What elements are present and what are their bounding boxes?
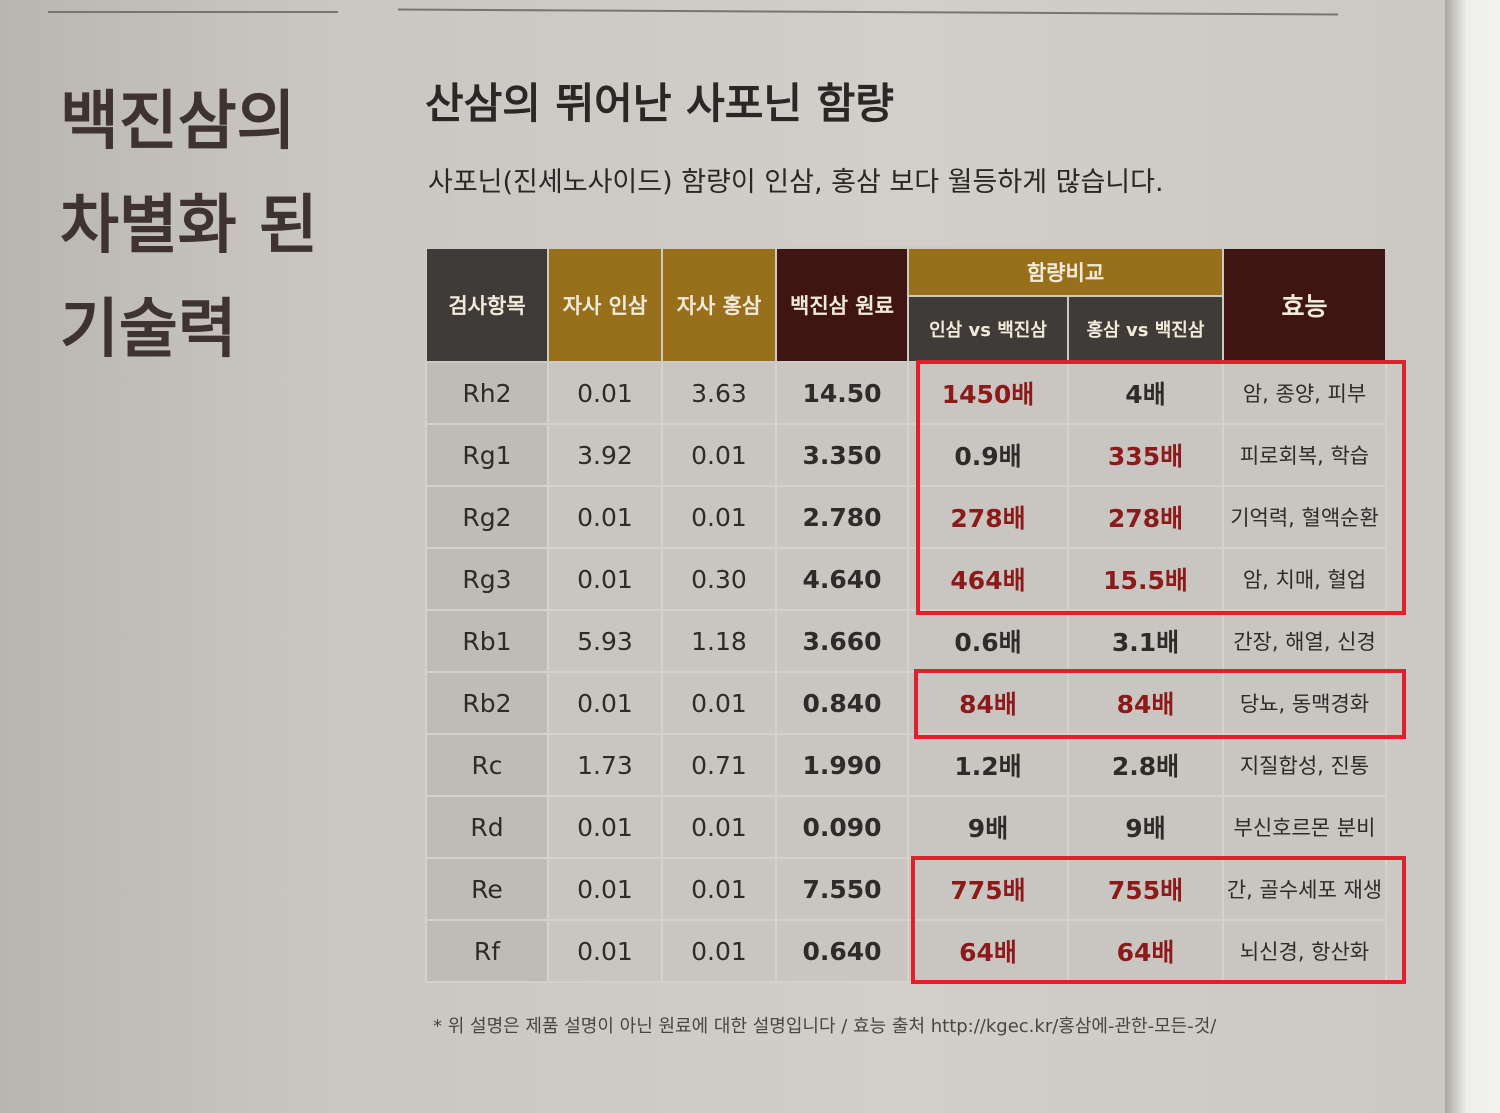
cell-baekjinsam: 0.090 (775, 795, 909, 859)
table-row: Rg2 0.01 0.01 2.780 278배 278배 기억력, 혈액순환 (425, 485, 1387, 549)
cell-ginseng: 5.93 (547, 609, 663, 673)
cell-compare-ginseng: 278배 (907, 485, 1069, 549)
footnote: * 위 설명은 제품 설명이 아닌 원료에 대한 설명입니다 / 효능 출처 h… (433, 1016, 1217, 1037)
cell-compare-red-ginseng: 335배 (1067, 423, 1224, 487)
cell-compare-ginseng: 84배 (907, 671, 1069, 735)
cell-ginseng: 0.01 (547, 671, 663, 735)
cell-ginseng: 0.01 (547, 547, 663, 611)
section-title: 백진삼의 차별화 된 기술력 (60, 70, 318, 382)
table-row: Rc 1.73 0.71 1.990 1.2배 2.8배 지질합성, 진통 (425, 733, 1387, 797)
header-baekjinsam: 백진삼 원료 (775, 247, 909, 363)
cell-effect: 간장, 해열, 신경 (1222, 609, 1387, 673)
cell-red-ginseng: 0.30 (661, 547, 777, 611)
cell-compare-ginseng: 9배 (907, 795, 1069, 859)
cell-item: Rf (425, 919, 549, 983)
page-subtitle: 사포닌(진세노사이드) 함량이 인삼, 홍삼 보다 월등하게 많습니다. (428, 167, 1164, 198)
header-compare-red-ginseng: 홍삼 vs 백진삼 (1067, 295, 1224, 363)
table-row: Rb1 5.93 1.18 3.660 0.6배 3.1배 간장, 해열, 신경 (425, 609, 1387, 673)
cell-item: Rg1 (425, 423, 549, 487)
table-row: Rd 0.01 0.01 0.090 9배 9배 부신호르몬 분비 (425, 795, 1387, 859)
cell-item: Rg2 (425, 485, 549, 549)
cell-red-ginseng: 1.18 (661, 609, 777, 673)
cell-ginseng: 0.01 (547, 485, 663, 549)
cell-compare-ginseng: 1450배 (907, 361, 1069, 425)
page-title: 산삼의 뛰어난 사포닌 함량 (425, 79, 894, 128)
cell-red-ginseng: 0.71 (661, 733, 777, 797)
divider (398, 8, 1338, 16)
highlight-box (914, 669, 1406, 739)
cell-red-ginseng: 0.01 (661, 671, 777, 735)
cell-compare-red-ginseng: 278배 (1067, 485, 1224, 549)
cell-red-ginseng: 0.01 (661, 485, 777, 549)
cell-compare-red-ginseng: 64배 (1067, 919, 1224, 983)
cell-red-ginseng: 0.01 (661, 919, 777, 983)
cell-baekjinsam: 1.990 (775, 733, 909, 797)
cell-compare-red-ginseng: 4배 (1067, 361, 1224, 425)
cell-item: Rg3 (425, 547, 549, 611)
cell-effect: 간, 골수세포 재생 (1222, 857, 1387, 921)
cell-compare-red-ginseng: 2.8배 (1067, 733, 1224, 797)
cell-compare-red-ginseng: 84배 (1067, 671, 1224, 735)
cell-ginseng: 0.01 (547, 919, 663, 983)
cell-item: Rc (425, 733, 549, 797)
cell-item: Rh2 (425, 361, 549, 425)
page-edge (1445, 0, 1500, 1113)
cell-effect: 피로회복, 학습 (1222, 423, 1387, 487)
cell-baekjinsam: 2.780 (775, 485, 909, 549)
cell-effect: 기억력, 혈액순환 (1222, 485, 1387, 549)
cell-red-ginseng: 0.01 (661, 795, 777, 859)
section-title-line: 기술력 (60, 293, 237, 367)
cell-ginseng: 0.01 (547, 857, 663, 921)
cell-red-ginseng: 0.01 (661, 857, 777, 921)
table-row: Rf 0.01 0.01 0.640 64배 64배 뇌신경, 항산화 (425, 919, 1387, 983)
cell-red-ginseng: 0.01 (661, 423, 777, 487)
cell-effect: 당뇨, 동맥경화 (1222, 671, 1387, 735)
cell-effect: 뇌신경, 항산화 (1222, 919, 1387, 983)
header-effect: 효능 (1222, 247, 1387, 363)
cell-item: Rb1 (425, 609, 549, 673)
table-row: Rb2 0.01 0.01 0.840 84배 84배 당뇨, 동맥경화 (425, 671, 1387, 735)
header-compare-ginseng: 인삼 vs 백진삼 (907, 295, 1069, 363)
divider (48, 11, 338, 13)
cell-compare-ginseng: 64배 (907, 919, 1069, 983)
section-title-line: 차별화 된 (60, 189, 318, 263)
cell-baekjinsam: 14.50 (775, 361, 909, 425)
table-row: Rh2 0.01 3.63 14.50 1450배 4배 암, 종양, 피부 (425, 361, 1387, 425)
cell-ginseng: 0.01 (547, 361, 663, 425)
cell-compare-ginseng: 1.2배 (907, 733, 1069, 797)
header-ginseng: 자사 인삼 (547, 247, 663, 363)
header-compare: 함량비교 (907, 247, 1224, 297)
cell-ginseng: 0.01 (547, 795, 663, 859)
highlight-box (911, 856, 1406, 984)
header-item: 검사항목 (425, 247, 549, 363)
cell-item: Re (425, 857, 549, 921)
table-row: Rg3 0.01 0.30 4.640 464배 15.5배 암, 치매, 혈업 (425, 547, 1387, 611)
cell-effect: 암, 치매, 혈업 (1222, 547, 1387, 611)
highlight-box (916, 360, 1406, 615)
cell-baekjinsam: 0.840 (775, 671, 909, 735)
cell-ginseng: 3.92 (547, 423, 663, 487)
cell-effect: 지질합성, 진통 (1222, 733, 1387, 797)
cell-baekjinsam: 0.640 (775, 919, 909, 983)
cell-compare-red-ginseng: 3.1배 (1067, 609, 1224, 673)
header-red-ginseng: 자사 홍삼 (661, 247, 777, 363)
cell-compare-ginseng: 0.6배 (907, 609, 1069, 673)
cell-compare-ginseng: 0.9배 (907, 423, 1069, 487)
cell-compare-red-ginseng: 15.5배 (1067, 547, 1224, 611)
cell-baekjinsam: 3.350 (775, 423, 909, 487)
cell-effect: 암, 종양, 피부 (1222, 361, 1387, 425)
cell-compare-red-ginseng: 755배 (1067, 857, 1224, 921)
cell-effect: 부신호르몬 분비 (1222, 795, 1387, 859)
section-title-line: 백진삼의 (60, 85, 296, 159)
cell-red-ginseng: 3.63 (661, 361, 777, 425)
cell-baekjinsam: 7.550 (775, 857, 909, 921)
cell-compare-red-ginseng: 9배 (1067, 795, 1224, 859)
cell-ginseng: 1.73 (547, 733, 663, 797)
cell-baekjinsam: 3.660 (775, 609, 909, 673)
cell-item: Rd (425, 795, 549, 859)
cell-item: Rb2 (425, 671, 549, 735)
table-row: Rg1 3.92 0.01 3.350 0.9배 335배 피로회복, 학습 (425, 423, 1387, 487)
cell-baekjinsam: 4.640 (775, 547, 909, 611)
cell-compare-ginseng: 464배 (907, 547, 1069, 611)
